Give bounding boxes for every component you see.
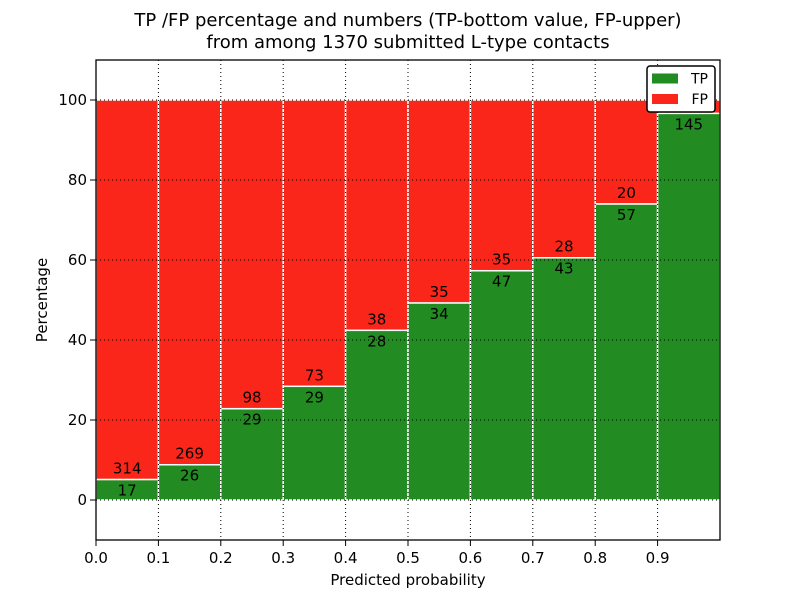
- x-tick-label-0.0: 0.0: [84, 549, 108, 567]
- x-tick-label-0.4: 0.4: [334, 549, 358, 567]
- y-tick-label-40: 40: [68, 331, 87, 349]
- bar-fp-4: [344, 99, 409, 332]
- x-tick-label-0.1: 0.1: [146, 549, 170, 567]
- tp-count-label-5: 34: [430, 305, 449, 323]
- fp-count-label-8: 20: [617, 184, 636, 202]
- bar-tp-3: [282, 385, 347, 501]
- y-tick-label-0: 0: [77, 491, 87, 509]
- x-axis-label: Predicted probability: [330, 571, 486, 589]
- x-tick-label-0.3: 0.3: [271, 549, 295, 567]
- fp-count-label-7: 28: [554, 238, 573, 256]
- fp-count-label-1: 269: [175, 445, 204, 463]
- chart-title-line1: TP /FP percentage and numbers (TP-bottom…: [134, 10, 682, 31]
- y-tick-label-100: 100: [58, 91, 87, 109]
- tp-count-label-0: 17: [118, 481, 137, 499]
- tp-count-label-7: 43: [554, 260, 573, 278]
- chart-title-line2: from among 1370 submitted L-type contact…: [206, 32, 610, 53]
- bar-tp-9: [656, 112, 721, 501]
- fp-count-label-0: 314: [113, 459, 142, 477]
- x-tick-label-0.2: 0.2: [209, 549, 233, 567]
- legend-label-tp: TP: [690, 72, 708, 88]
- tp-count-label-1: 26: [180, 467, 199, 485]
- fp-count-label-4: 38: [367, 310, 386, 328]
- x-tick-label-0.6: 0.6: [458, 549, 482, 567]
- bar-fp-8: [594, 99, 659, 205]
- x-tick-label-0.9: 0.9: [646, 549, 670, 567]
- bar-fp-5: [407, 99, 472, 304]
- chart-title: TP /FP percentage and numbers (TP-bottom…: [134, 10, 681, 54]
- x-tick-label-0.5: 0.5: [396, 549, 420, 567]
- bar-tp-1: [157, 463, 222, 501]
- bar-tp-4: [344, 329, 409, 501]
- bar-fp-6: [469, 99, 534, 272]
- bar-fp-3: [282, 99, 347, 388]
- fp-count-label-6: 35: [492, 251, 511, 269]
- tp-count-label-4: 28: [367, 332, 386, 350]
- tp-count-label-3: 29: [305, 388, 324, 406]
- legend-swatch-fp: [652, 94, 678, 104]
- x-tick-label-0.7: 0.7: [521, 549, 545, 567]
- bar-fp-2: [220, 99, 284, 410]
- bar-tp-7: [532, 256, 596, 501]
- tp-count-label-2: 29: [242, 411, 261, 429]
- bar-tp-5: [407, 302, 472, 501]
- y-tick-label-80: 80: [68, 171, 87, 189]
- fp-count-label-2: 98: [242, 389, 261, 407]
- y-tick-label-60: 60: [68, 251, 87, 269]
- tp-count-label-8: 57: [617, 206, 636, 224]
- y-axis-label: Percentage: [33, 257, 51, 343]
- tp-count-label-9: 145: [674, 115, 703, 133]
- bar-tp-6: [469, 269, 534, 501]
- x-tick-label-0.8: 0.8: [583, 549, 607, 567]
- fp-count-label-3: 73: [305, 366, 324, 384]
- y-tick-label-20: 20: [68, 411, 87, 429]
- legend-label-fp: FP: [692, 92, 709, 108]
- bar-tp-8: [594, 203, 659, 501]
- tp-count-label-6: 47: [492, 273, 511, 291]
- legend-swatch-tp: [652, 73, 678, 84]
- fp-count-label-5: 35: [430, 283, 449, 301]
- bar-fp-7: [532, 99, 596, 259]
- bar-fp-1: [157, 99, 222, 466]
- bar-fp-0: [95, 99, 160, 481]
